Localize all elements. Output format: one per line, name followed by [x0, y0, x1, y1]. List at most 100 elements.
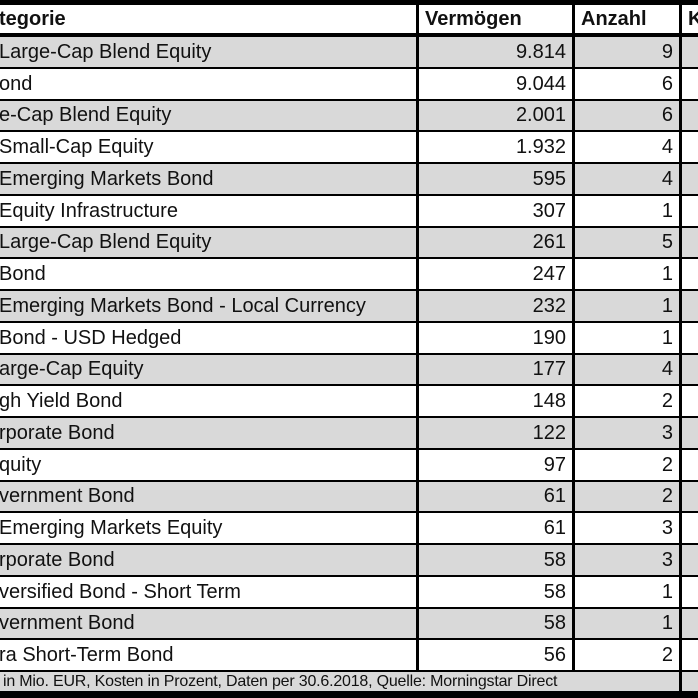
category-cell: rporate Bond	[0, 418, 419, 448]
count-cell: 3	[575, 418, 682, 448]
category-cell: Bond	[0, 259, 419, 289]
category-cell: gh Yield Bond	[0, 386, 419, 416]
cost-cell	[682, 69, 698, 99]
assets-cell: 58	[419, 608, 575, 639]
assets-cell: 261	[419, 227, 575, 258]
count-cell: 4	[575, 164, 682, 194]
assets-cell: 232	[419, 291, 575, 321]
table-row: versified Bond - Short Term 58 1	[0, 576, 698, 609]
category-cell: Large-Cap Blend Equity	[0, 227, 419, 258]
category-cell: versified Bond - Short Term	[0, 576, 419, 607]
cost-cell	[682, 513, 698, 543]
count-cell: 1	[575, 608, 682, 639]
category-cell: Emerging Markets Bond	[0, 164, 419, 194]
category-cell: arge-Cap Equity	[0, 354, 419, 385]
category-cell: Small-Cap Equity	[0, 132, 419, 162]
category-cell: rporate Bond	[0, 545, 419, 575]
assets-cell: 58	[419, 545, 575, 575]
assets-cell: 190	[419, 322, 575, 353]
cost-cell	[682, 228, 698, 258]
table-row: Emerging Markets Bond - Local Currency 23…	[0, 291, 698, 323]
assets-cell: 9.044	[419, 68, 575, 99]
assets-cell: 56	[419, 640, 575, 670]
header-assets: Vermögen	[419, 5, 575, 33]
count-cell: 6	[575, 68, 682, 99]
cost-cell	[682, 101, 698, 131]
table-row: ra Short-Term Bond 56 2	[0, 640, 698, 672]
cost-cell	[682, 323, 698, 353]
count-cell: 2	[575, 449, 682, 480]
cost-cell	[682, 196, 698, 226]
assets-cell: 177	[419, 354, 575, 385]
count-cell: 4	[575, 354, 682, 385]
table-body: Large-Cap Blend Equity 9.814 9 ond 9.044 6 e-C…	[0, 37, 698, 672]
category-cell: quity	[0, 449, 419, 480]
category-cell: Emerging Markets Bond - Local Currency	[0, 291, 419, 321]
category-cell: Bond - USD Hedged	[0, 322, 419, 353]
cost-cell	[682, 482, 698, 512]
category-cell: ond	[0, 68, 419, 99]
assets-cell: 148	[419, 386, 575, 416]
table-row: e-Cap Blend Equity 2.001 6	[0, 100, 698, 133]
count-cell: 4	[575, 132, 682, 162]
cost-cell	[682, 37, 698, 67]
count-cell: 2	[575, 386, 682, 416]
cost-cell	[682, 259, 698, 289]
category-cell: vernment Bond	[0, 481, 419, 512]
table-row: arge-Cap Equity 177 4	[0, 354, 698, 387]
count-cell: 1	[575, 291, 682, 321]
cost-cell	[682, 640, 698, 670]
cost-cell	[682, 291, 698, 321]
assets-cell: 247	[419, 259, 575, 289]
table-row: vernment Bond 58 1	[0, 608, 698, 641]
cost-cell	[682, 386, 698, 416]
assets-cell: 97	[419, 449, 575, 480]
cost-cell	[682, 164, 698, 194]
table-footer-row: in Mio. EUR, Kosten in Prozent, Daten pe…	[0, 672, 698, 698]
table-row: Large-Cap Blend Equity 9.814 9	[0, 37, 698, 69]
table-row: Emerging Markets Bond 595 4	[0, 164, 698, 196]
category-cell: Emerging Markets Equity	[0, 513, 419, 543]
table-row: ond 9.044 6	[0, 68, 698, 101]
table-row: rporate Bond 122 3	[0, 418, 698, 450]
count-cell: 6	[575, 100, 682, 131]
assets-cell: 595	[419, 164, 575, 194]
count-cell: 9	[575, 37, 682, 67]
assets-cell: 58	[419, 576, 575, 607]
count-cell: 3	[575, 513, 682, 543]
cost-cell	[682, 355, 698, 385]
table-row: Bond - USD Hedged 190 1	[0, 322, 698, 355]
assets-cell: 61	[419, 513, 575, 543]
table-row: vernment Bond 61 2	[0, 481, 698, 514]
table-row: Emerging Markets Equity 61 3	[0, 513, 698, 545]
table-row: Small-Cap Equity 1.932 4	[0, 132, 698, 164]
category-cell: vernment Bond	[0, 608, 419, 639]
table-row: Bond 247 1	[0, 259, 698, 291]
assets-cell: 307	[419, 195, 575, 226]
category-cell: ra Short-Term Bond	[0, 640, 419, 670]
cost-cell	[682, 450, 698, 480]
assets-cell: 1.932	[419, 132, 575, 162]
count-cell: 1	[575, 576, 682, 607]
header-category: tegorie	[0, 5, 419, 33]
table-row: gh Yield Bond 148 2	[0, 386, 698, 418]
table-header-row: tegorie Vermögen Anzahl K	[0, 0, 698, 37]
cost-cell	[682, 418, 698, 448]
table-row: Equity Infrastructure 307 1	[0, 195, 698, 228]
assets-cell: 61	[419, 481, 575, 512]
cost-cell	[682, 132, 698, 162]
category-cell: Equity Infrastructure	[0, 195, 419, 226]
count-cell: 1	[575, 322, 682, 353]
cost-cell	[682, 609, 698, 639]
header-count: Anzahl	[575, 5, 682, 33]
cost-cell	[682, 545, 698, 575]
category-cell: Large-Cap Blend Equity	[0, 37, 419, 67]
count-cell: 1	[575, 259, 682, 289]
category-cell: e-Cap Blend Equity	[0, 100, 419, 131]
table-row: quity 97 2	[0, 449, 698, 482]
count-cell: 2	[575, 640, 682, 670]
footer-spacer	[682, 672, 698, 691]
header-cost: K	[688, 8, 698, 30]
